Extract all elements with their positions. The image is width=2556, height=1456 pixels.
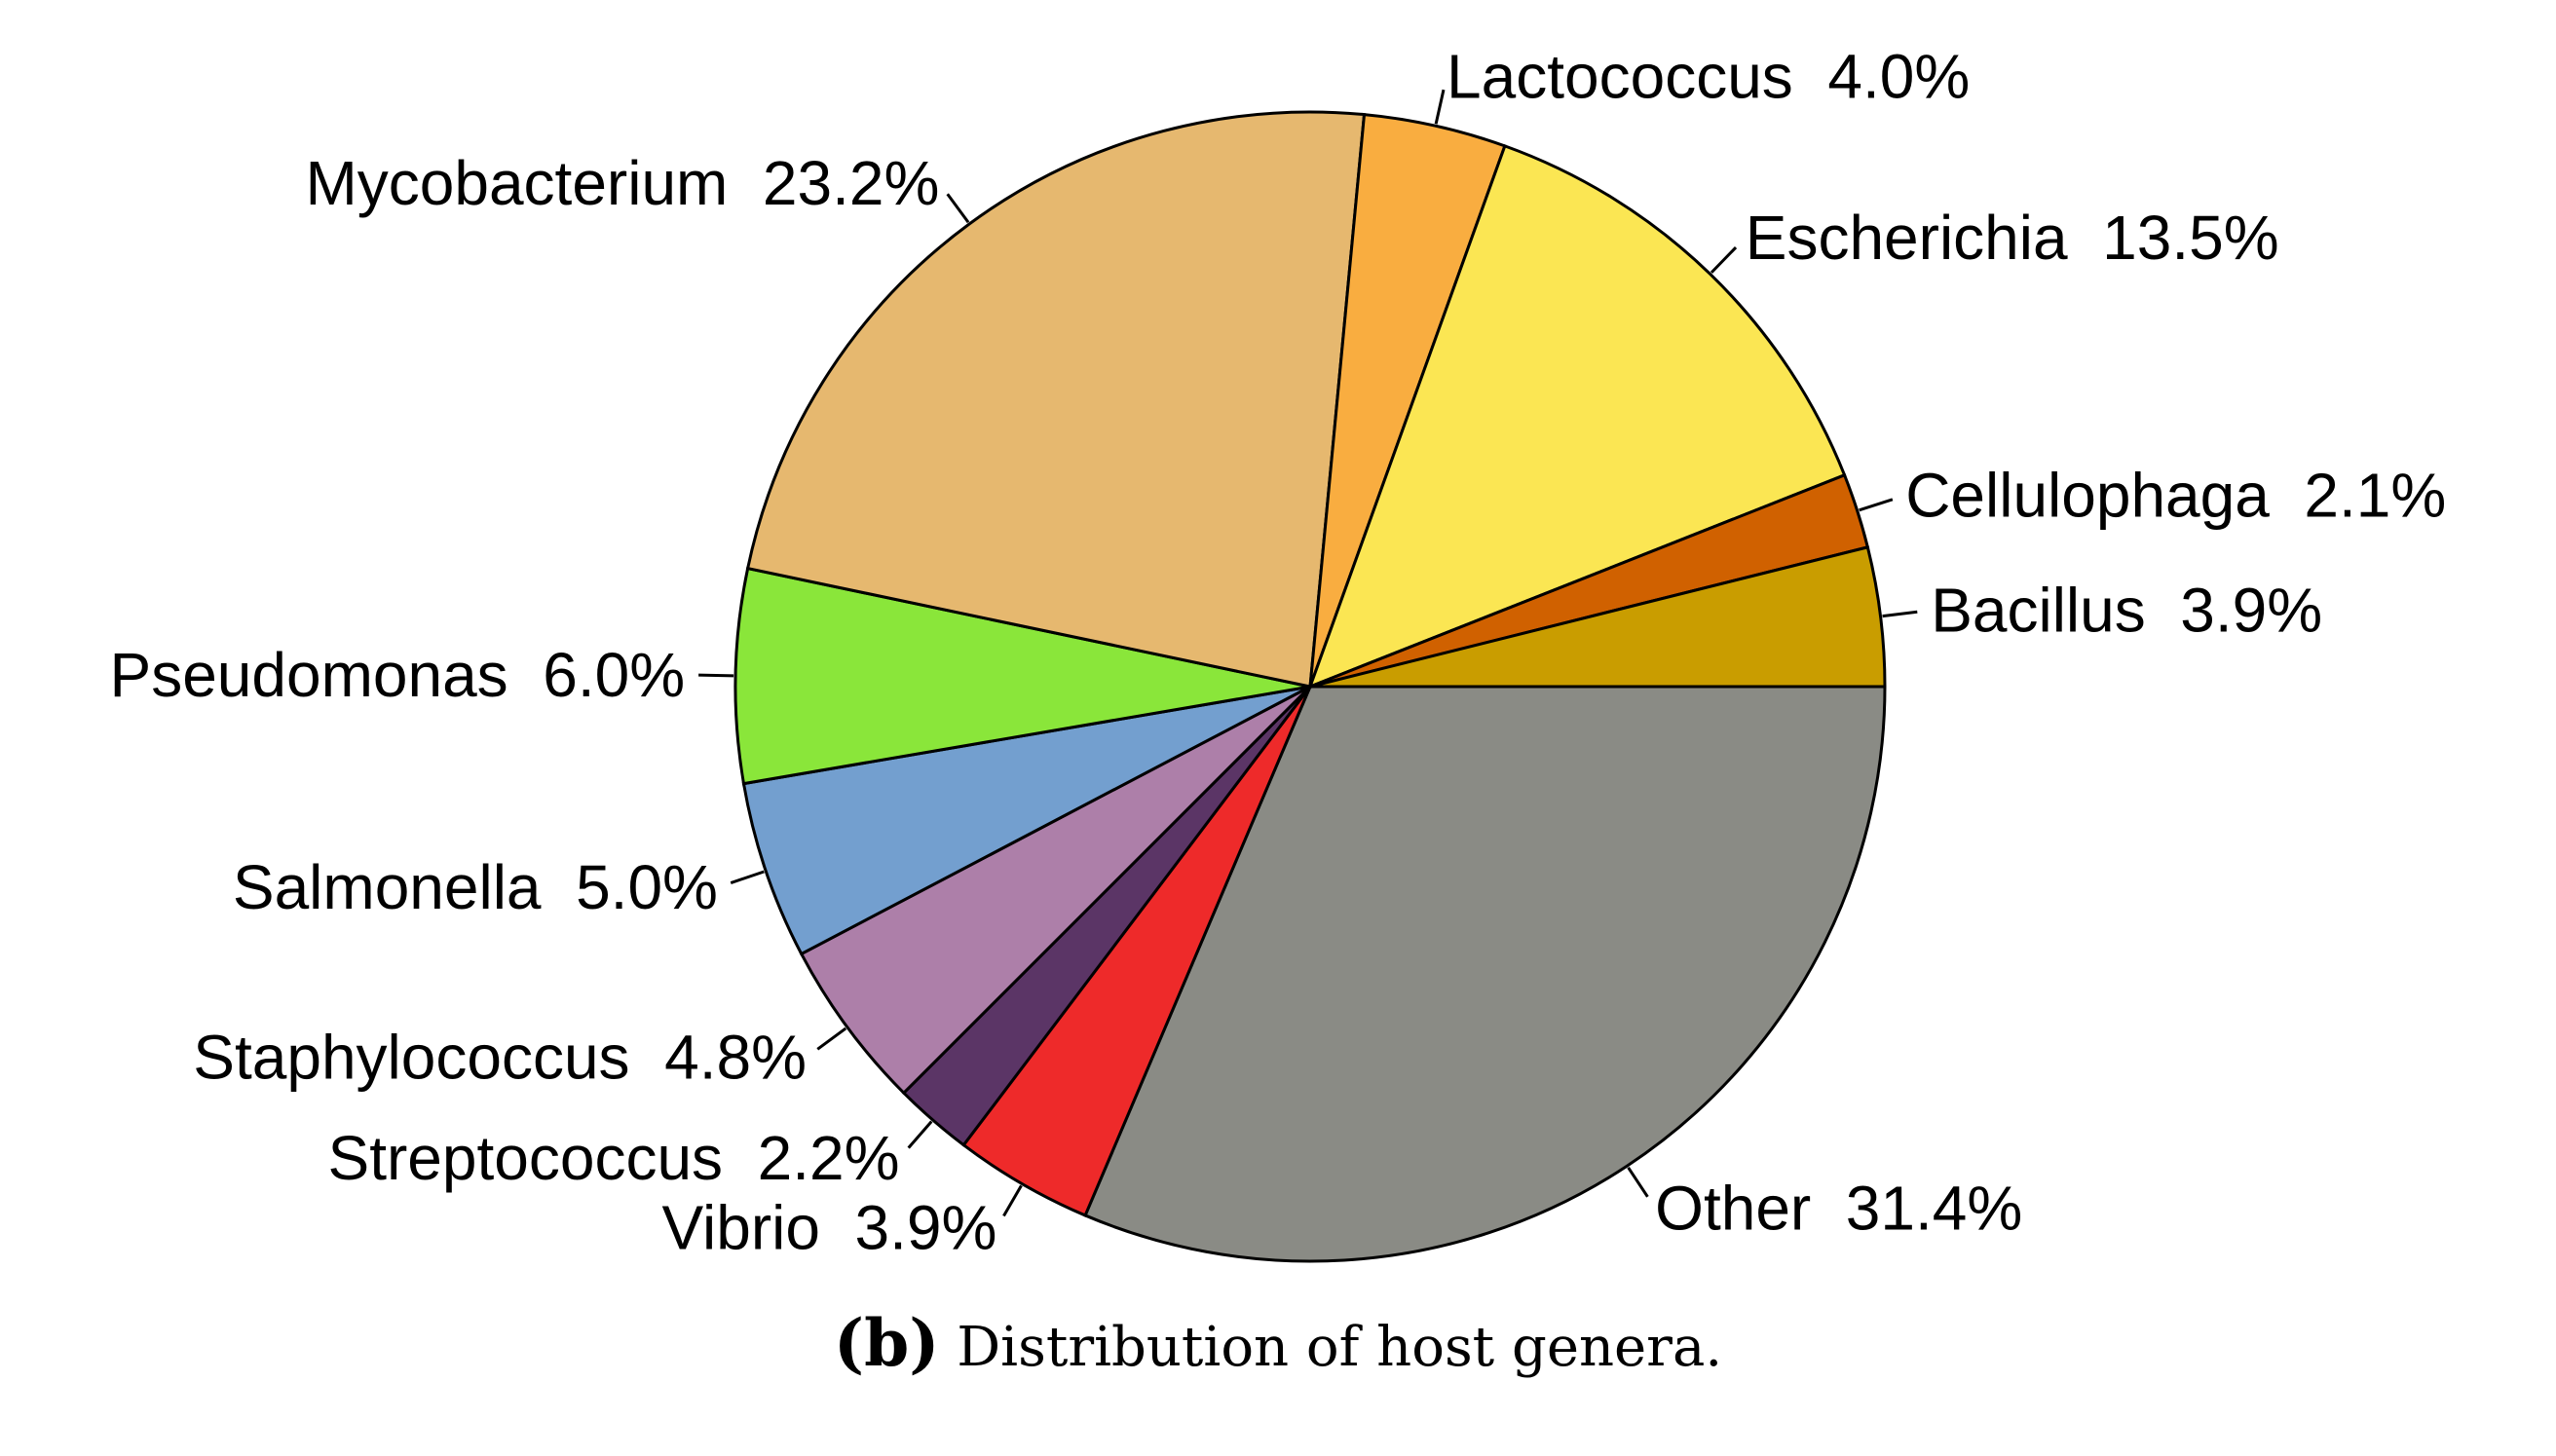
slice-label-mycobacterium: Mycobacterium 23.2% bbox=[305, 148, 939, 218]
caption-text: Distribution of host genera. bbox=[957, 1316, 1723, 1379]
slice-label-lactococcus: Lactococcus 4.0% bbox=[1447, 41, 1970, 111]
leader-line-streptococcus bbox=[907, 1120, 933, 1149]
caption-tag: (b) bbox=[833, 1305, 940, 1381]
slice-label-pseudomonas: Pseudomonas 6.0% bbox=[110, 640, 686, 710]
slice-label-cellulophaga: Cellulophaga 2.1% bbox=[1905, 461, 2446, 531]
leader-line-escherichia bbox=[1710, 245, 1738, 274]
pie-slice-pseudomonas bbox=[733, 566, 1311, 786]
slice-label-staphylococcus: Staphylococcus 4.8% bbox=[193, 1023, 807, 1093]
pie-slice-mycobacterium bbox=[745, 110, 1367, 689]
pie-slice-staphylococcus bbox=[799, 685, 1312, 1096]
pie-slices bbox=[733, 110, 1887, 1263]
pie-slice-bacillus bbox=[1309, 545, 1887, 689]
leader-line-salmonella bbox=[730, 870, 765, 884]
leader-line-vibrio bbox=[1002, 1184, 1023, 1217]
pie-slice-escherichia bbox=[1307, 143, 1847, 690]
leader-line-cellulophaga bbox=[1859, 498, 1894, 512]
slice-label-salmonella: Salmonella 5.0% bbox=[233, 852, 718, 922]
slice-label-bacillus: Bacillus 3.9% bbox=[1931, 576, 2322, 646]
pie-slice-other bbox=[1083, 685, 1887, 1263]
leader-line-pseudomonas bbox=[698, 673, 734, 678]
leader-line-lactococcus bbox=[1434, 89, 1446, 125]
leader-line-other bbox=[1627, 1166, 1649, 1198]
leader-line-bacillus bbox=[1882, 610, 1918, 618]
slice-labels: Other 31.4% Vibrio 3.9%Streptococcus 2.2%… bbox=[110, 41, 2447, 1262]
slice-label-vibrio: Vibrio 3.9% bbox=[662, 1193, 997, 1263]
label-leader-lines bbox=[698, 89, 1918, 1217]
leader-line-staphylococcus bbox=[816, 1027, 847, 1051]
slice-label-streptococcus: Streptococcus 2.2% bbox=[328, 1123, 900, 1193]
pie-slice-salmonella bbox=[741, 685, 1311, 956]
figure-caption: (b) Distribution of host genera. bbox=[0, 1305, 2556, 1381]
slice-label-other: Other 31.4% bbox=[1655, 1173, 2022, 1243]
leader-line-mycobacterium bbox=[946, 193, 970, 224]
slice-label-escherichia: Escherichia 13.5% bbox=[1746, 203, 2279, 273]
